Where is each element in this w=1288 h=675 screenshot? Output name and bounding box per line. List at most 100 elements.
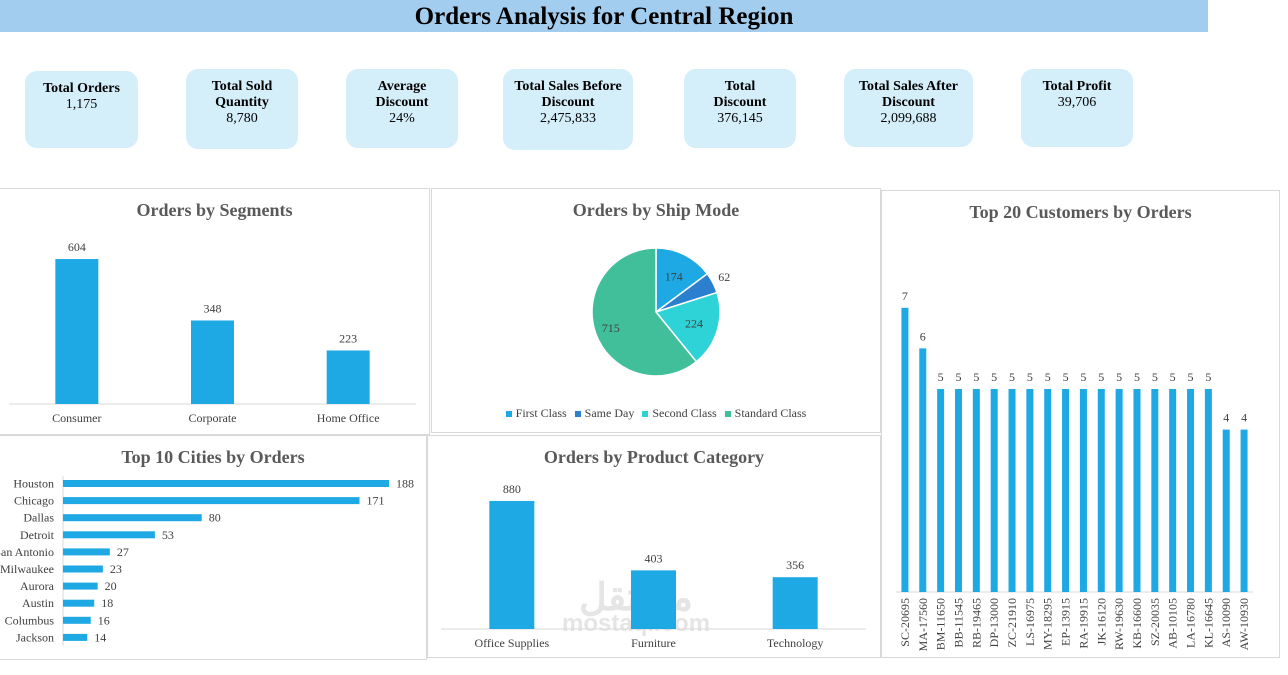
data-label: 4 bbox=[1223, 411, 1229, 425]
pie-slice bbox=[591, 247, 698, 377]
category-label: San Antonio bbox=[0, 545, 54, 559]
category-label: Furniture bbox=[631, 636, 676, 650]
chart-title: Orders by Ship Mode bbox=[572, 200, 740, 220]
data-label: 27 bbox=[117, 545, 129, 559]
bar bbox=[63, 531, 155, 539]
data-label: 80 bbox=[209, 511, 221, 525]
shipmode-legend: First Class Same Day Second Class Standard … bbox=[431, 406, 881, 421]
bar bbox=[63, 514, 202, 522]
chart-title: Orders by Product Category bbox=[543, 447, 765, 467]
kpi-total-orders: Total Orders 1,175 bbox=[25, 71, 138, 148]
data-label: 62 bbox=[718, 270, 730, 284]
category-label: SZ-20035 bbox=[1148, 598, 1162, 646]
kpi-label: Total Sold Quantity bbox=[211, 79, 273, 110]
bar bbox=[63, 582, 98, 590]
pie-slice bbox=[655, 247, 709, 314]
bar bbox=[1240, 429, 1248, 592]
data-label: 604 bbox=[68, 240, 86, 254]
category-label: KB-16600 bbox=[1130, 598, 1144, 649]
bar bbox=[55, 259, 99, 404]
data-label: 5 bbox=[1027, 370, 1033, 384]
bar bbox=[901, 307, 909, 592]
category-label: JK-16120 bbox=[1094, 598, 1108, 645]
bar bbox=[1204, 389, 1212, 592]
data-label: 4 bbox=[1241, 411, 1247, 425]
category-label: Consumer bbox=[52, 411, 101, 425]
data-label: 5 bbox=[1205, 370, 1211, 384]
bar bbox=[191, 320, 234, 404]
pie-slice bbox=[654, 291, 721, 363]
bar bbox=[1097, 389, 1105, 592]
data-label: 171 bbox=[367, 494, 385, 508]
category-label: SC-20695 bbox=[898, 598, 912, 647]
kpi-label: Total Orders bbox=[43, 81, 120, 96]
kpi-label: Total Profit bbox=[1042, 79, 1112, 94]
bar bbox=[1133, 389, 1141, 592]
kpi-value: 2,475,833 bbox=[540, 111, 596, 126]
bar bbox=[63, 633, 88, 641]
legend-item: First Class bbox=[505, 406, 567, 420]
shipmode-panel: Orders by Ship Mode bbox=[431, 188, 881, 433]
kpi-value: 376,145 bbox=[717, 111, 763, 126]
category-label: Austin bbox=[22, 596, 54, 610]
category-label: AW-10930 bbox=[1237, 598, 1251, 650]
kpi-total-sales-after-discount: Total Sales After Discount 2,099,688 bbox=[844, 69, 973, 147]
data-label: 7 bbox=[902, 289, 908, 303]
category-label: AB-10105 bbox=[1166, 598, 1180, 649]
kpi-value: 39,706 bbox=[1057, 95, 1097, 110]
data-label: 5 bbox=[991, 370, 997, 384]
category-label: Office Supplies bbox=[474, 636, 549, 650]
dashboard-title: Orders Analysis for Central Region bbox=[0, 0, 1208, 32]
data-label: 14 bbox=[94, 630, 106, 644]
legend-item: Same Day bbox=[574, 406, 635, 420]
data-label: 5 bbox=[955, 370, 961, 384]
kpi-average-discount: Average Discount 24% bbox=[346, 69, 458, 148]
bar bbox=[1169, 389, 1177, 592]
category-label: RA-19915 bbox=[1076, 598, 1090, 649]
data-label: 174 bbox=[665, 270, 683, 284]
data-label: 5 bbox=[1170, 370, 1176, 384]
bar bbox=[489, 500, 535, 629]
category-label: MY-18295 bbox=[1041, 598, 1055, 650]
data-label: 5 bbox=[938, 370, 944, 384]
category-label: MA-17560 bbox=[916, 598, 930, 651]
data-label: 403 bbox=[645, 551, 663, 565]
category-label: Aurora bbox=[20, 579, 55, 593]
category-label: BB-11545 bbox=[951, 598, 965, 648]
chart-title: Orders by Segments bbox=[136, 200, 293, 220]
data-label: 223 bbox=[339, 331, 357, 345]
category-label: Home Office bbox=[317, 411, 380, 425]
data-label: 348 bbox=[204, 301, 222, 315]
bar bbox=[1079, 389, 1087, 592]
category-label: RW-19630 bbox=[1112, 598, 1126, 650]
bar bbox=[63, 599, 95, 607]
category-label: LS-16975 bbox=[1023, 598, 1037, 646]
bar bbox=[1008, 389, 1016, 592]
legend-label: Same Day bbox=[584, 406, 635, 420]
data-label: 53 bbox=[162, 528, 174, 542]
category-label: LA-16780 bbox=[1184, 598, 1198, 648]
category-label: Corporate bbox=[189, 411, 237, 425]
data-label: 5 bbox=[1080, 370, 1086, 384]
category-label: Jackson bbox=[16, 630, 54, 644]
legend-label: First Class bbox=[515, 406, 567, 420]
bar bbox=[772, 577, 818, 629]
category-label: Milwaukee bbox=[0, 562, 54, 576]
kpi-label: Total Sales After Discount bbox=[858, 79, 959, 110]
category-label: Houston bbox=[13, 477, 54, 491]
data-label: 5 bbox=[1009, 370, 1015, 384]
legend-label: Standard Class bbox=[734, 406, 807, 420]
kpi-total-sales-before-discount: Total Sales Before Discount 2,475,833 bbox=[503, 69, 633, 150]
bar bbox=[1062, 389, 1070, 592]
bar bbox=[631, 570, 676, 629]
category-label: ZC-21910 bbox=[1005, 598, 1019, 647]
kpi-value: 1,175 bbox=[65, 97, 98, 112]
data-label: 5 bbox=[1152, 370, 1158, 384]
category-label: Technology bbox=[767, 636, 823, 650]
kpi-value: 8,780 bbox=[226, 111, 258, 126]
bar bbox=[972, 389, 980, 592]
legend-item: Second Class bbox=[642, 406, 717, 420]
legend-swatch bbox=[724, 411, 731, 418]
data-label: 6 bbox=[920, 329, 926, 343]
kpi-value: 2,099,688 bbox=[880, 111, 937, 126]
